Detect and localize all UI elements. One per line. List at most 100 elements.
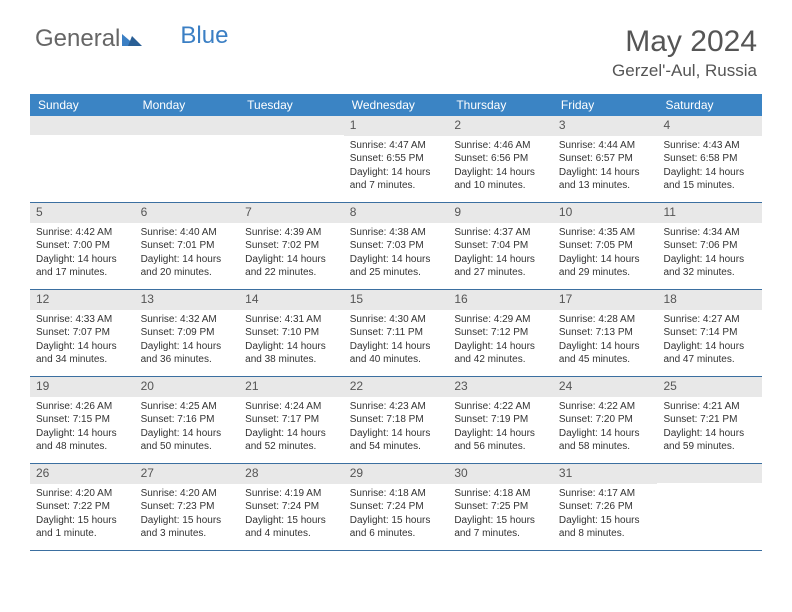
day-details: Sunrise: 4:37 AMSunset: 7:04 PMDaylight:… [448,223,553,286]
day-cell: 31Sunrise: 4:17 AMSunset: 7:26 PMDayligh… [553,464,658,550]
day-details: Sunrise: 4:34 AMSunset: 7:06 PMDaylight:… [657,223,762,286]
sunset-text: Sunset: 7:13 PM [559,326,652,340]
day-cell: 10Sunrise: 4:35 AMSunset: 7:05 PMDayligh… [553,203,658,289]
sunset-text: Sunset: 7:26 PM [559,500,652,514]
daylight-text: Daylight: 14 hours and 42 minutes. [454,340,547,367]
day-details: Sunrise: 4:22 AMSunset: 7:19 PMDaylight:… [448,397,553,460]
day-details: Sunrise: 4:21 AMSunset: 7:21 PMDaylight:… [657,397,762,460]
daylight-text: Daylight: 14 hours and 36 minutes. [141,340,234,367]
day-cell: 30Sunrise: 4:18 AMSunset: 7:25 PMDayligh… [448,464,553,550]
day-number: 25 [657,377,762,397]
brand-part2: Blue [180,22,228,50]
calendar-grid: SundayMondayTuesdayWednesdayThursdayFrid… [30,94,762,551]
day-cell: 28Sunrise: 4:19 AMSunset: 7:24 PMDayligh… [239,464,344,550]
day-number: 14 [239,290,344,310]
sunrise-text: Sunrise: 4:19 AM [245,487,338,501]
sunset-text: Sunset: 7:20 PM [559,413,652,427]
day-number: 13 [135,290,240,310]
day-cell: 12Sunrise: 4:33 AMSunset: 7:07 PMDayligh… [30,290,135,376]
day-cell: 29Sunrise: 4:18 AMSunset: 7:24 PMDayligh… [344,464,449,550]
day-details: Sunrise: 4:46 AMSunset: 6:56 PMDaylight:… [448,136,553,199]
day-cell: 7Sunrise: 4:39 AMSunset: 7:02 PMDaylight… [239,203,344,289]
title-block: May 2024 Gerzel'-Aul, Russia [612,25,757,81]
daylight-text: Daylight: 14 hours and 10 minutes. [454,166,547,193]
day-details [239,135,344,195]
weekday-header: Wednesday [344,94,449,116]
sunset-text: Sunset: 7:03 PM [350,239,443,253]
day-number: 23 [448,377,553,397]
day-cell: 1Sunrise: 4:47 AMSunset: 6:55 PMDaylight… [344,116,449,202]
day-cell: 5Sunrise: 4:42 AMSunset: 7:00 PMDaylight… [30,203,135,289]
daylight-text: Daylight: 14 hours and 38 minutes. [245,340,338,367]
sunrise-text: Sunrise: 4:35 AM [559,226,652,240]
daylight-text: Daylight: 15 hours and 7 minutes. [454,514,547,541]
weekday-header: Tuesday [239,94,344,116]
day-number: 4 [657,116,762,136]
sunset-text: Sunset: 7:01 PM [141,239,234,253]
day-cell: 27Sunrise: 4:20 AMSunset: 7:23 PMDayligh… [135,464,240,550]
sunrise-text: Sunrise: 4:42 AM [36,226,129,240]
day-number: 18 [657,290,762,310]
daylight-text: Daylight: 14 hours and 29 minutes. [559,253,652,280]
daylight-text: Daylight: 14 hours and 48 minutes. [36,427,129,454]
day-number: 22 [344,377,449,397]
location-label: Gerzel'-Aul, Russia [612,61,757,81]
day-number: 11 [657,203,762,223]
week-row: 5Sunrise: 4:42 AMSunset: 7:00 PMDaylight… [30,203,762,290]
day-cell: 3Sunrise: 4:44 AMSunset: 6:57 PMDaylight… [553,116,658,202]
day-number: 20 [135,377,240,397]
daylight-text: Daylight: 14 hours and 50 minutes. [141,427,234,454]
sunset-text: Sunset: 7:15 PM [36,413,129,427]
daylight-text: Daylight: 14 hours and 13 minutes. [559,166,652,193]
day-cell: 21Sunrise: 4:24 AMSunset: 7:17 PMDayligh… [239,377,344,463]
weekday-header: Saturday [657,94,762,116]
daylight-text: Daylight: 14 hours and 45 minutes. [559,340,652,367]
day-number: 16 [448,290,553,310]
sunrise-text: Sunrise: 4:44 AM [559,139,652,153]
sunset-text: Sunset: 6:56 PM [454,152,547,166]
daylight-text: Daylight: 14 hours and 40 minutes. [350,340,443,367]
day-number: 15 [344,290,449,310]
day-details: Sunrise: 4:42 AMSunset: 7:00 PMDaylight:… [30,223,135,286]
day-number: 29 [344,464,449,484]
sunset-text: Sunset: 7:09 PM [141,326,234,340]
day-number: 30 [448,464,553,484]
daylight-text: Daylight: 14 hours and 32 minutes. [663,253,756,280]
day-number: 19 [30,377,135,397]
brand-part1: General [35,25,120,53]
day-cell [30,116,135,202]
day-number: 12 [30,290,135,310]
sunrise-text: Sunrise: 4:46 AM [454,139,547,153]
sunrise-text: Sunrise: 4:17 AM [559,487,652,501]
weekday-header: Monday [135,94,240,116]
day-cell: 16Sunrise: 4:29 AMSunset: 7:12 PMDayligh… [448,290,553,376]
sunrise-text: Sunrise: 4:28 AM [559,313,652,327]
sunrise-text: Sunrise: 4:47 AM [350,139,443,153]
daylight-text: Daylight: 14 hours and 59 minutes. [663,427,756,454]
day-details: Sunrise: 4:33 AMSunset: 7:07 PMDaylight:… [30,310,135,373]
weekday-header: Friday [553,94,658,116]
sunset-text: Sunset: 7:10 PM [245,326,338,340]
daylight-text: Daylight: 15 hours and 4 minutes. [245,514,338,541]
day-number [30,116,135,135]
day-cell: 14 Sunrise: 4:31 AMSunset: 7:10 PMDayligh… [239,290,344,376]
sunrise-text: Sunrise: 4:18 AM [454,487,547,501]
daylight-text: Daylight: 14 hours and 52 minutes. [245,427,338,454]
day-cell: 26Sunrise: 4:20 AMSunset: 7:22 PMDayligh… [30,464,135,550]
day-cell: 18Sunrise: 4:27 AMSunset: 7:14 PMDayligh… [657,290,762,376]
day-cell [239,116,344,202]
sunrise-text: Sunrise: 4:31 AM [245,313,338,327]
day-details: Sunrise: 4:27 AMSunset: 7:14 PMDaylight:… [657,310,762,373]
sunset-text: Sunset: 6:57 PM [559,152,652,166]
sunrise-text: Sunrise: 4:24 AM [245,400,338,414]
day-details: Sunrise: 4:18 AMSunset: 7:24 PMDaylight:… [344,484,449,547]
month-title: May 2024 [612,25,757,59]
sunset-text: Sunset: 7:22 PM [36,500,129,514]
sunrise-text: Sunrise: 4:32 AM [141,313,234,327]
day-number: 27 [135,464,240,484]
day-details: Sunrise: 4:35 AMSunset: 7:05 PMDaylight:… [553,223,658,286]
sunrise-text: Sunrise: 4:43 AM [663,139,756,153]
sunset-text: Sunset: 7:19 PM [454,413,547,427]
day-details: Sunrise: 4:30 AMSunset: 7:11 PMDaylight:… [344,310,449,373]
day-details: Sunrise: 4:44 AMSunset: 6:57 PMDaylight:… [553,136,658,199]
